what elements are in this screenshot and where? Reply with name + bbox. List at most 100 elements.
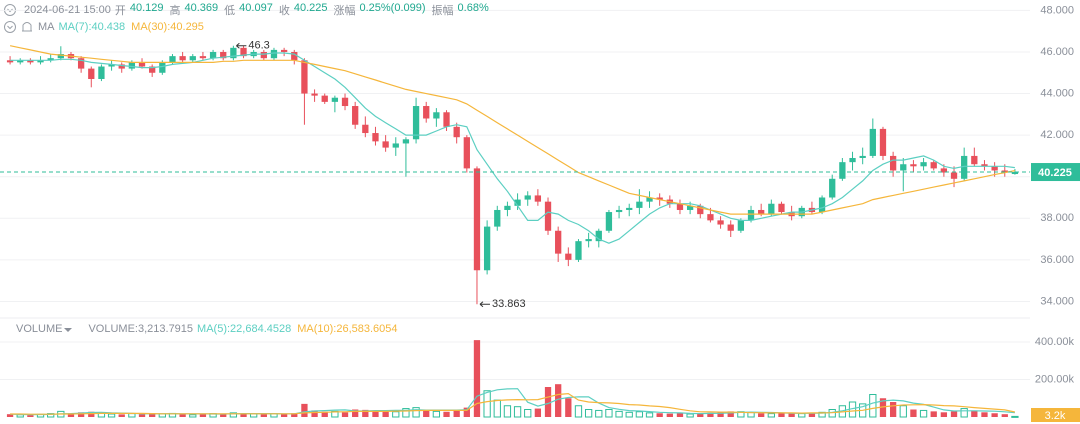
volume-bar <box>189 414 197 418</box>
field-value: 40.369 <box>184 2 219 14</box>
volume-bar <box>473 340 481 417</box>
volume-bar <box>443 411 450 417</box>
candle-body <box>463 137 470 169</box>
field-value: 0.25%(0.099) <box>359 2 426 14</box>
time-label: 2024-06-21 15:00 <box>24 4 111 16</box>
field-label: 涨幅 <box>333 5 356 17</box>
candle-body <box>717 220 724 225</box>
volume-bar <box>940 412 948 417</box>
candle-body <box>118 64 125 69</box>
volume-bar <box>676 413 684 417</box>
candle-body <box>910 164 917 167</box>
ma-line <box>9 45 1016 215</box>
ma-line <box>10 388 1015 416</box>
candle-body <box>17 60 24 63</box>
field-label: 振幅 <box>431 5 454 17</box>
volume-bar <box>149 413 156 417</box>
field-value: 40.097 <box>239 2 273 14</box>
volume-bar <box>869 394 877 418</box>
candle-body <box>483 226 491 271</box>
candle-body <box>859 155 866 158</box>
volume-bar <box>666 413 673 417</box>
volume-bar <box>808 412 816 417</box>
candle-body <box>930 162 937 169</box>
y-tick-label: 48.000 <box>1040 4 1074 16</box>
volume-bar <box>291 413 298 417</box>
last-price-box <box>1031 163 1080 182</box>
volume-bar <box>707 412 714 417</box>
candle-body <box>260 51 267 59</box>
alert-icon[interactable] <box>22 22 32 32</box>
candle-body <box>940 168 948 173</box>
volume-bar <box>402 408 410 418</box>
volume-ma-legend-entry: MA(10):26,583.6054 <box>297 323 398 335</box>
volume-bar <box>960 408 968 418</box>
volume-bar <box>352 409 359 417</box>
candle-body <box>189 56 196 61</box>
candle-body <box>159 62 166 73</box>
volume-bar <box>77 412 85 417</box>
candle-body <box>88 68 95 79</box>
volume-bar <box>199 414 207 417</box>
candle-body <box>585 239 592 242</box>
candle-body <box>758 209 765 215</box>
candle-body <box>544 201 552 231</box>
candle-body <box>565 253 572 260</box>
y-tick-label: 42.000 <box>1040 129 1074 141</box>
collapse-chevron <box>7 8 13 13</box>
candle-body <box>636 201 643 208</box>
candle-body <box>646 197 653 202</box>
volume-bar <box>372 410 379 417</box>
candle-body <box>301 60 308 94</box>
volume-bar <box>1011 415 1019 418</box>
candle-body <box>77 58 85 69</box>
candle-body <box>230 47 237 59</box>
candle-body <box>382 141 389 148</box>
candle-body <box>362 124 369 134</box>
volume-bar <box>128 413 136 418</box>
volume-bar <box>240 413 247 417</box>
candle-body <box>1011 172 1019 175</box>
volume-bar <box>889 402 897 417</box>
volume-bar <box>107 413 116 418</box>
volume-bar <box>910 409 917 417</box>
candle-body <box>108 64 115 67</box>
volume-label: VOLUME <box>16 323 63 335</box>
volume-bar <box>493 399 501 418</box>
volume-bar <box>717 412 724 417</box>
candle-body <box>280 49 288 52</box>
candle-body <box>697 205 704 215</box>
volume-bar <box>503 405 512 418</box>
volume-bar <box>727 411 734 417</box>
y-tick-label: 38.000 <box>1040 212 1074 224</box>
candle-body <box>220 51 227 59</box>
dropdown-icon[interactable] <box>64 328 72 332</box>
volume-bar <box>971 410 978 417</box>
extreme-label: 46.3 <box>248 40 269 52</box>
candle-body <box>37 60 44 63</box>
volume-bar <box>686 413 694 418</box>
volume-bar <box>758 413 765 417</box>
candle-body <box>676 203 684 210</box>
candle-body <box>311 93 318 96</box>
candle-body <box>453 126 460 138</box>
candle-body <box>270 49 278 59</box>
candle-body <box>128 62 136 69</box>
ma-legend: MA MA(7):40.438 MA(30):40.295 <box>38 19 214 35</box>
candle-body <box>433 112 440 119</box>
candle-body <box>707 214 714 221</box>
field-value: 0.68% <box>457 2 489 14</box>
volume-bar <box>645 412 654 418</box>
collapse-icon[interactable] <box>4 21 16 33</box>
candle-body <box>524 195 531 200</box>
candle-body <box>341 97 349 107</box>
ohlc-fields: 开 40.129 高 40.369 低 40.097 收 40.225 涨幅 0.25%(0.09… <box>115 2 495 18</box>
candle-body <box>747 209 755 221</box>
volume-bar <box>991 413 998 417</box>
volume-bar <box>981 412 988 417</box>
volume-bar <box>27 415 34 417</box>
volume-bar <box>463 407 470 417</box>
candle-body <box>209 51 217 59</box>
volume-bar <box>483 390 491 418</box>
ma-legend-entry: MA(30):40.295 <box>131 21 204 33</box>
